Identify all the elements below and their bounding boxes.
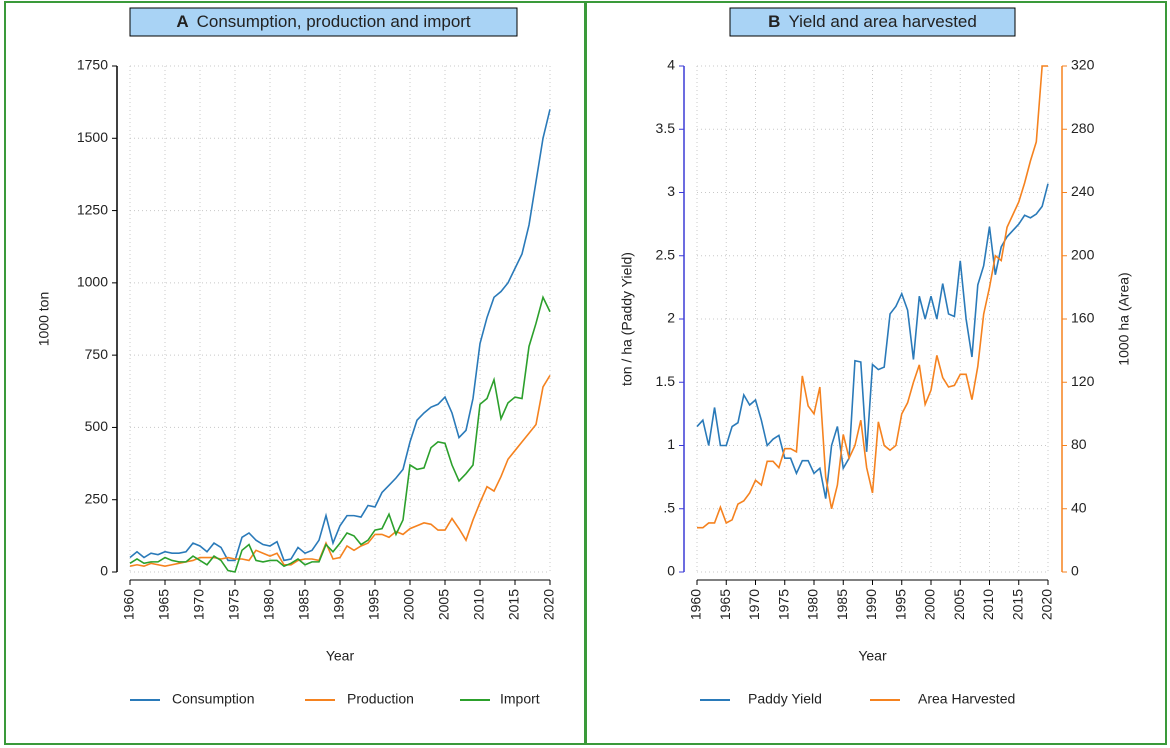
x-tick-label: 2010 — [471, 589, 487, 620]
y2-tick-label: 40 — [1071, 499, 1087, 515]
x-tick-label: 2015 — [506, 589, 522, 620]
x-tick-label: 1975 — [775, 589, 791, 620]
y-tick-label: 2 — [667, 310, 675, 326]
y-tick-label: 0 — [100, 563, 108, 579]
x-axis-label: Year — [858, 648, 887, 664]
x-tick-label: 1975 — [226, 589, 242, 620]
x-tick-label: 1985 — [834, 589, 850, 620]
x-tick-label: 1960 — [121, 589, 137, 620]
y-tick-label: 2.5 — [656, 246, 676, 262]
y2-tick-label: 160 — [1071, 310, 1095, 326]
x-tick-label: 1990 — [863, 589, 879, 620]
x-tick-label: 1960 — [688, 589, 704, 620]
x-axis-label: Year — [326, 648, 355, 664]
series-line — [129, 295, 551, 573]
title-text: Yield and area harvested — [788, 12, 976, 31]
title-box — [729, 7, 1016, 37]
y-tick-label: 3.5 — [656, 120, 676, 136]
panel-border — [4, 1, 586, 745]
y-axis-label: ton / ha (Paddy Yield) — [619, 252, 635, 386]
x-tick-label: 2005 — [436, 589, 452, 620]
y-tick-label: 1.5 — [656, 373, 676, 389]
legend-label: Consumption — [172, 691, 255, 707]
y2-axis-label: 1000 ha (Area) — [1116, 272, 1132, 365]
legend-label: Import — [500, 691, 540, 707]
series-line — [129, 374, 551, 568]
legend-label: Area Harvested — [918, 691, 1015, 707]
panel-label: B — [768, 12, 780, 31]
y-tick-label: 4 — [667, 57, 675, 73]
y-tick-label: 0 — [667, 563, 675, 579]
x-tick-label: 2000 — [922, 589, 938, 620]
x-tick-label: 2020 — [1039, 589, 1055, 620]
x-tick-label: 2010 — [980, 589, 996, 620]
panel-label: A — [176, 12, 188, 31]
y-tick-label: 500 — [85, 418, 109, 434]
x-tick-label: 2020 — [541, 589, 557, 620]
chart-title: A Consumption, production and import — [176, 12, 471, 31]
y2-tick-label: 80 — [1071, 436, 1087, 452]
y-tick-label: 250 — [85, 490, 109, 506]
y-tick-label: 750 — [85, 346, 109, 362]
legend-label: Paddy Yield — [748, 691, 822, 707]
title-text: Consumption, production and import — [197, 12, 471, 31]
x-tick-label: 1970 — [746, 589, 762, 620]
x-tick-label: 1965 — [156, 589, 172, 620]
series-line — [697, 65, 1048, 529]
chart-title: B Yield and area harvested — [768, 12, 977, 31]
x-tick-label: 2015 — [1009, 589, 1025, 620]
y2-tick-label: 280 — [1071, 120, 1095, 136]
y-tick-label: .5 — [663, 499, 675, 515]
x-tick-label: 1980 — [261, 589, 277, 620]
x-tick-label: 1970 — [191, 589, 207, 620]
y-tick-label: 1750 — [77, 57, 108, 73]
y-tick-label: 1000 — [77, 274, 108, 290]
x-tick-label: 1980 — [805, 589, 821, 620]
y-tick-label: 1500 — [77, 129, 108, 145]
y2-tick-label: 0 — [1071, 563, 1079, 579]
y2-tick-label: 120 — [1071, 373, 1095, 389]
title-box — [129, 7, 518, 37]
y-tick-label: 1250 — [77, 201, 108, 217]
series-line — [696, 183, 1049, 499]
x-tick-label: 1995 — [366, 589, 382, 620]
x-tick-label: 1995 — [892, 589, 908, 620]
y-axis-label: 1000 ton — [36, 292, 52, 347]
panel-border — [585, 1, 1167, 745]
y2-tick-label: 240 — [1071, 183, 1095, 199]
legend-label: Production — [347, 691, 414, 707]
y-tick-label: 1 — [667, 436, 675, 452]
x-tick-label: 1985 — [296, 589, 312, 620]
x-tick-label: 1990 — [331, 589, 347, 620]
x-tick-label: 2000 — [401, 589, 417, 620]
series-line — [129, 109, 551, 562]
x-tick-label: 1965 — [717, 589, 733, 620]
y2-tick-label: 200 — [1071, 246, 1095, 262]
y-tick-label: 3 — [667, 183, 675, 199]
x-tick-label: 2005 — [951, 589, 967, 620]
y2-tick-label: 320 — [1071, 57, 1095, 73]
